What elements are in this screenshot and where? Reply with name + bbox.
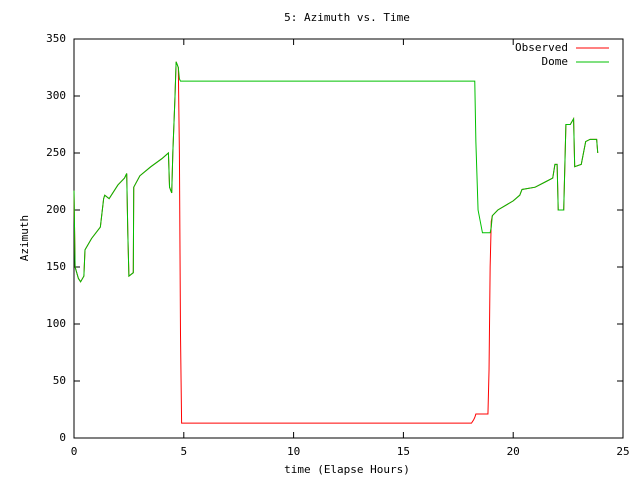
chart-title: 5: Azimuth vs. Time [284, 11, 410, 24]
x-tick-label: 10 [287, 445, 300, 458]
y-tick-label: 50 [53, 374, 66, 387]
x-tick-label: 20 [507, 445, 520, 458]
data-line [73, 61, 599, 283]
data-line [73, 61, 599, 424]
y-tick-label: 100 [46, 317, 66, 330]
y-axis-label: Azimuth [18, 215, 31, 261]
y-tick-label: 150 [46, 260, 66, 273]
y-tick-label: 250 [46, 146, 66, 159]
plot-border [73, 38, 624, 439]
x-tick-label: 5 [180, 445, 187, 458]
x-tick-label: 25 [616, 445, 629, 458]
x-tick-label: 0 [71, 445, 78, 458]
x-tick-label: 15 [397, 445, 410, 458]
y-tick-label: 350 [46, 32, 66, 45]
legend-label: Dome [542, 55, 569, 68]
x-axis-label: time (Elapse Hours) [284, 463, 410, 476]
y-tick-label: 200 [46, 203, 66, 216]
y-tick-label: 0 [59, 431, 66, 444]
legend-label: Observed [515, 41, 568, 54]
y-tick-label: 300 [46, 89, 66, 102]
